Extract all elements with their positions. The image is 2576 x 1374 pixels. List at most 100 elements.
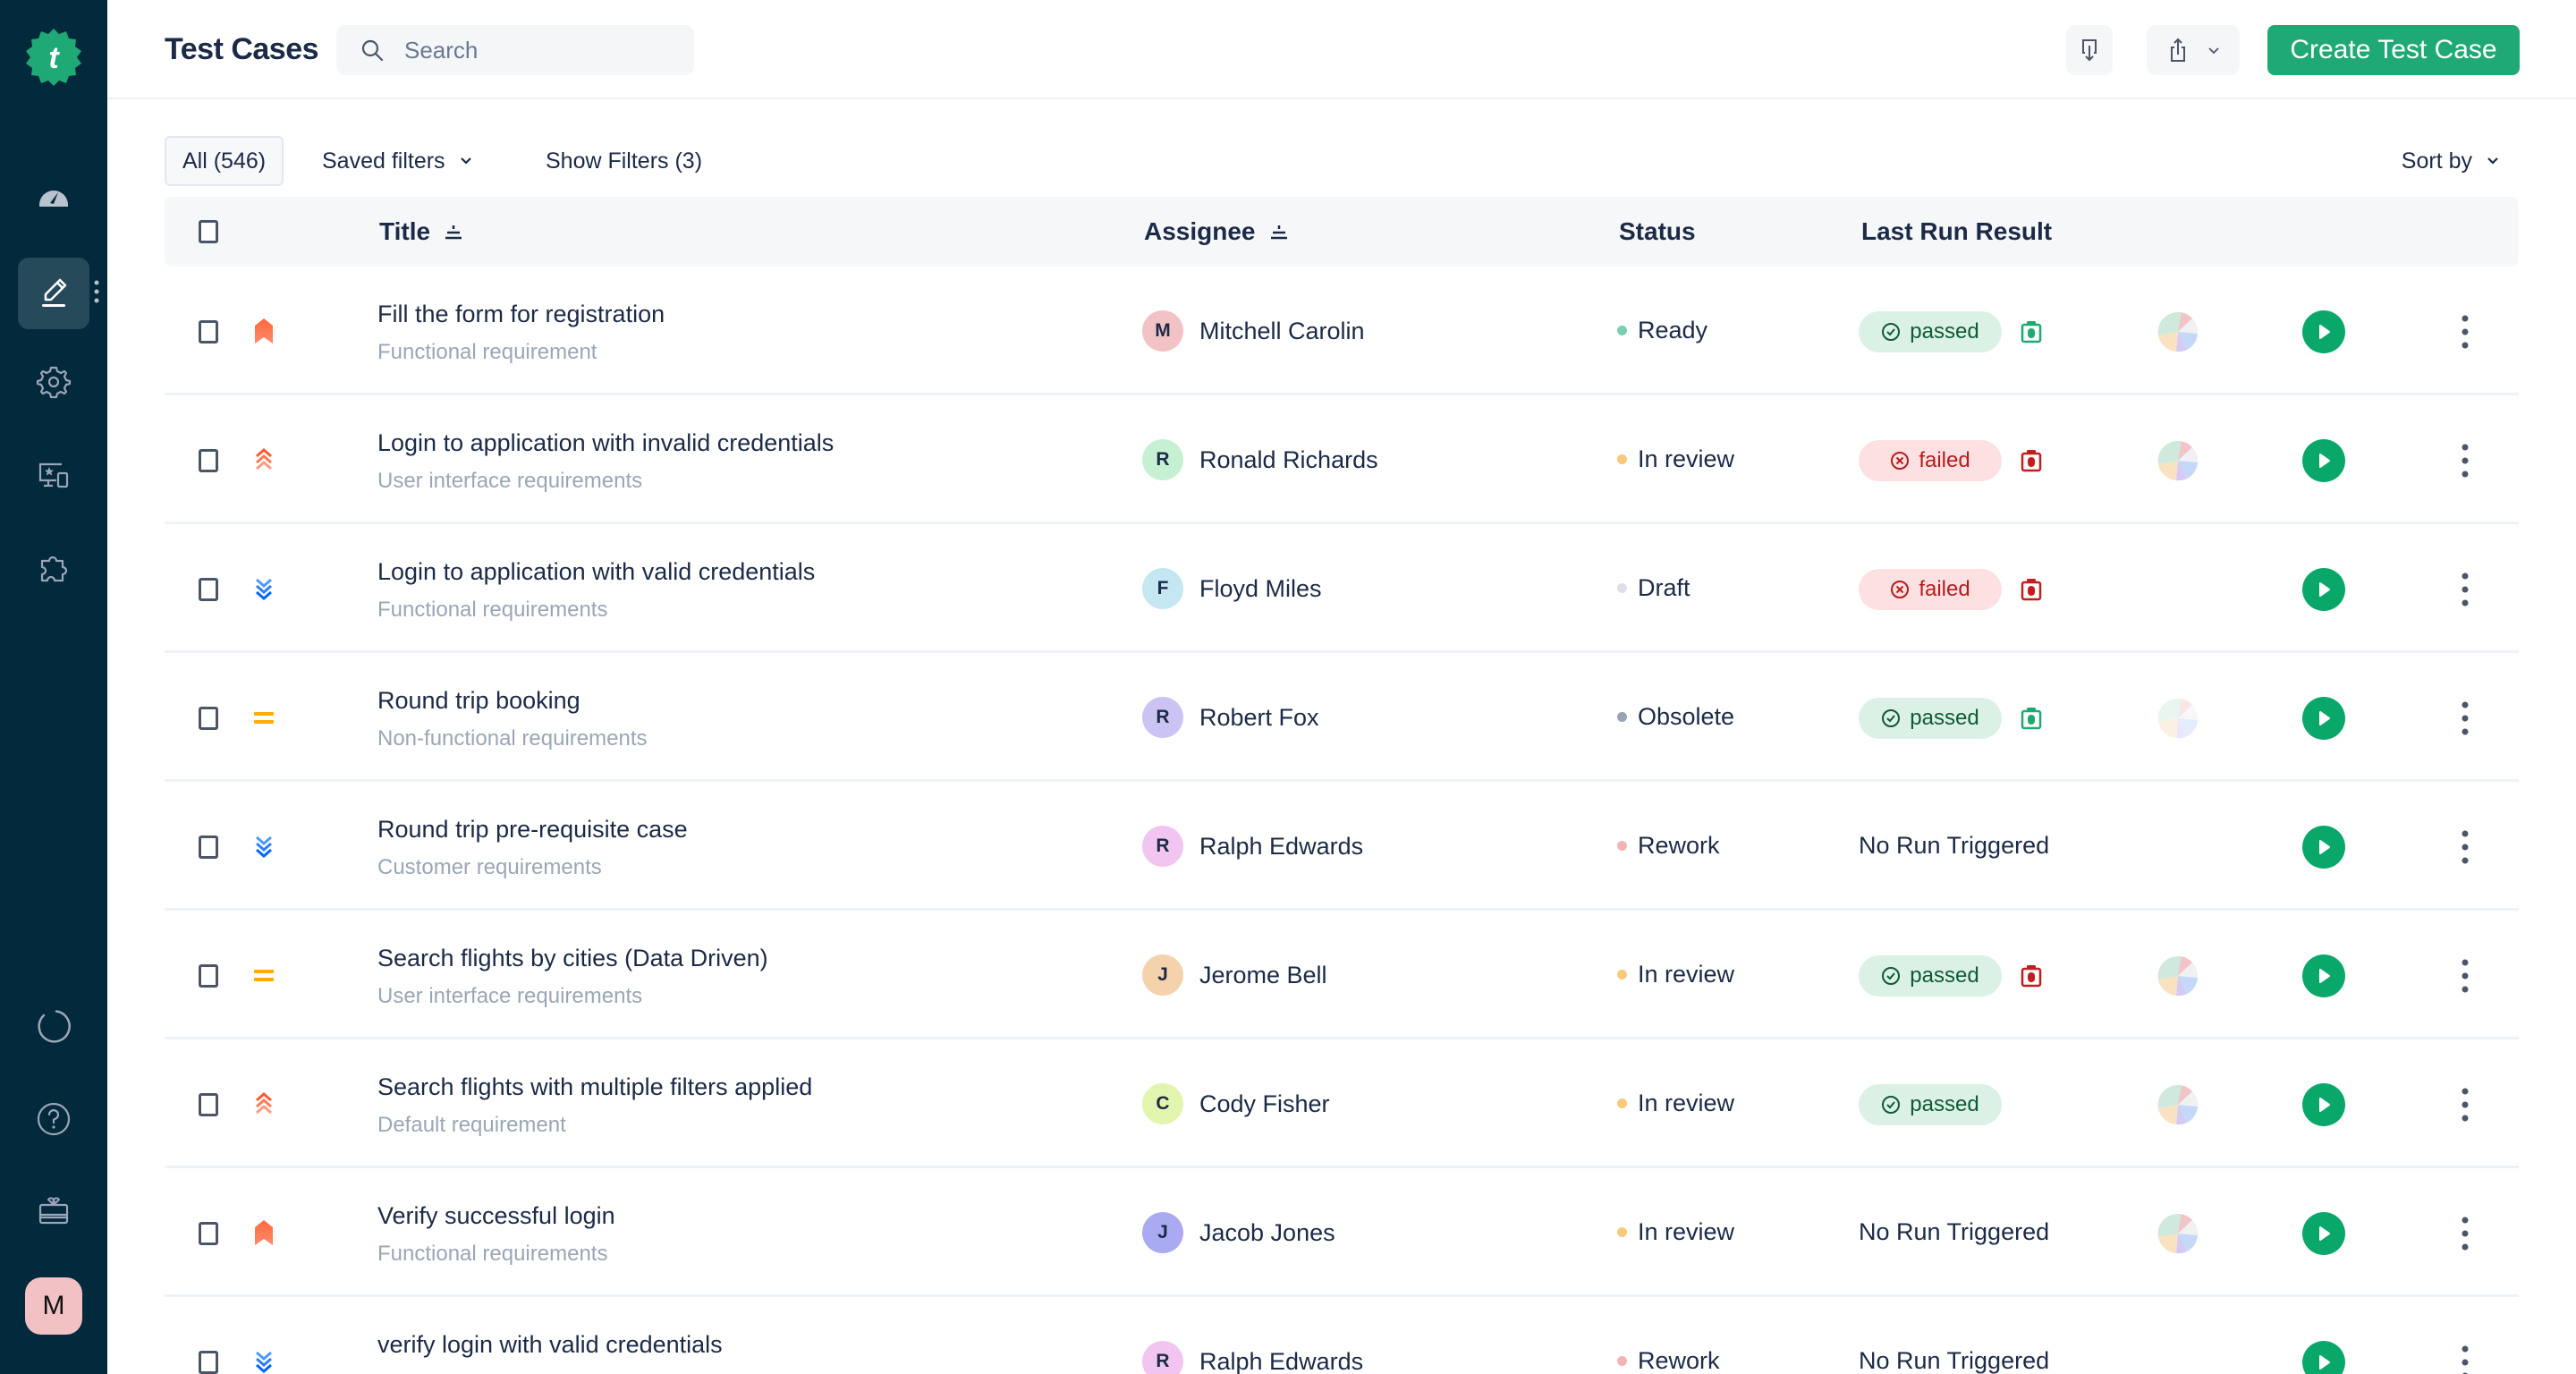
more-options-icon[interactable]: [2460, 1344, 2470, 1374]
test-case-title[interactable]: Fill the form for registration: [377, 301, 665, 327]
result-passed-badge[interactable]: passed: [1859, 311, 2002, 352]
puzzle-icon: [40, 556, 68, 582]
table-row[interactable]: Round trip pre-requisite case Customer r…: [165, 782, 2519, 911]
table-row[interactable]: Fill the form for registration Functiona…: [165, 267, 2519, 395]
column-title[interactable]: Title: [379, 197, 464, 267]
column-last-run-result[interactable]: Last Run Result: [1861, 217, 2053, 245]
more-options-icon[interactable]: [2460, 313, 2470, 351]
row-checkbox[interactable]: [199, 1222, 218, 1245]
result-passed-badge[interactable]: passed: [1859, 698, 2002, 739]
more-options-icon[interactable]: [2460, 700, 2470, 737]
column-assignee[interactable]: Assignee: [1144, 197, 1290, 267]
test-case-title[interactable]: Verify successful login: [377, 1202, 615, 1229]
requirement-label: Non-functional requirements: [377, 726, 648, 751]
result-passed-badge[interactable]: passed: [1859, 1084, 2002, 1125]
show-filters-button[interactable]: Show Filters (3): [546, 148, 703, 174]
test-case-title[interactable]: Login to application with invalid creden…: [377, 429, 835, 456]
create-test-case-button[interactable]: Create Test Case: [2267, 25, 2520, 75]
table-row[interactable]: Search flights by cities (Data Driven) U…: [165, 911, 2519, 1039]
import-button[interactable]: [2066, 25, 2113, 75]
row-checkbox[interactable]: [199, 578, 218, 601]
table-row[interactable]: Round trip booking Non-functional requir…: [165, 653, 2519, 782]
sidebar-item-progress[interactable]: [18, 990, 89, 1062]
row-checkbox[interactable]: [199, 1351, 218, 1374]
result-failed-badge[interactable]: failed: [1859, 569, 2002, 610]
run-button[interactable]: [2302, 310, 2345, 353]
assignee: R Ronald Richards: [1142, 439, 1378, 480]
table-row[interactable]: verify login with valid credentials R Ra…: [165, 1297, 2519, 1374]
drag-handle-icon[interactable]: [93, 279, 100, 304]
screenshot-icon[interactable]: [2020, 319, 2043, 344]
run-button[interactable]: [2302, 954, 2345, 997]
row-checkbox[interactable]: [199, 835, 218, 859]
run-button[interactable]: [2302, 568, 2345, 611]
test-case-title[interactable]: Login to application with valid credenti…: [377, 558, 816, 585]
run-history-pie-icon[interactable]: [2157, 954, 2199, 997]
run-button[interactable]: [2302, 826, 2345, 869]
search-input[interactable]: [404, 36, 673, 64]
row-checkbox[interactable]: [199, 964, 218, 988]
row-checkbox[interactable]: [199, 707, 218, 730]
loading-circle-icon: [38, 1010, 71, 1043]
priority-high-icon: [256, 1092, 272, 1115]
all-filter-chip[interactable]: All (546): [165, 136, 284, 186]
more-options-icon[interactable]: [2460, 1215, 2470, 1252]
run-button[interactable]: [2302, 439, 2345, 482]
row-checkbox[interactable]: [199, 320, 218, 344]
sidebar-item-devices[interactable]: [18, 438, 89, 510]
sidebar-item-test-cases[interactable]: [18, 258, 89, 329]
import-icon: [2082, 39, 2097, 62]
run-history-pie-icon[interactable]: [2157, 310, 2199, 353]
run-button[interactable]: [2302, 1083, 2345, 1126]
table-row[interactable]: Search flights with multiple filters app…: [165, 1039, 2519, 1168]
run-history-pie-icon[interactable]: [2157, 1212, 2199, 1255]
test-case-title[interactable]: Round trip booking: [377, 687, 580, 714]
user-avatar[interactable]: M: [25, 1277, 82, 1335]
sidebar-item-dashboard[interactable]: [18, 161, 89, 233]
select-all-checkbox[interactable]: [199, 220, 218, 243]
screenshot-icon[interactable]: [2020, 448, 2043, 473]
run-button[interactable]: [2302, 1212, 2345, 1255]
sort-by-dropdown[interactable]: Sort by: [2402, 136, 2501, 186]
row-checkbox[interactable]: [199, 1093, 218, 1116]
test-cases-table: Title Assignee Status Last Run Result Fi…: [165, 197, 2519, 1374]
more-options-icon[interactable]: [2460, 442, 2470, 479]
chevron-down-icon: [2208, 47, 2219, 55]
run-button[interactable]: [2302, 697, 2345, 740]
screenshot-icon[interactable]: [2020, 577, 2043, 602]
run-history-pie-icon[interactable]: [2157, 439, 2199, 482]
test-case-title[interactable]: verify login with valid credentials: [377, 1331, 723, 1358]
chevron-down-icon: [460, 157, 471, 165]
run-history-pie-icon[interactable]: [2157, 697, 2199, 740]
saved-filters-dropdown[interactable]: Saved filters: [322, 136, 474, 186]
sidebar-item-help[interactable]: [18, 1083, 89, 1155]
column-status[interactable]: Status: [1619, 217, 1696, 245]
test-case-title[interactable]: Search flights with multiple filters app…: [377, 1073, 813, 1100]
more-options-icon[interactable]: [2460, 571, 2470, 608]
chevron-down-icon: [2487, 157, 2498, 165]
run-button[interactable]: [2302, 1341, 2345, 1374]
test-case-title[interactable]: Search flights by cities (Data Driven): [377, 945, 768, 971]
sidebar-item-gifts[interactable]: [18, 1175, 89, 1247]
result-failed-badge[interactable]: failed: [1859, 440, 2002, 481]
result-passed-badge[interactable]: passed: [1859, 955, 2002, 997]
logo-gear-icon: t: [26, 29, 81, 86]
run-history-pie-icon[interactable]: [2157, 1083, 2199, 1126]
export-button[interactable]: [2147, 25, 2240, 75]
more-options-icon[interactable]: [2460, 828, 2470, 866]
app-logo[interactable]: t: [23, 27, 84, 88]
more-options-icon[interactable]: [2460, 1086, 2470, 1124]
test-case-title[interactable]: Round trip pre-requisite case: [377, 816, 688, 843]
table-row[interactable]: Login to application with valid credenti…: [165, 524, 2519, 653]
table-row[interactable]: Verify successful login Functional requi…: [165, 1168, 2519, 1297]
screenshot-icon[interactable]: [2020, 706, 2043, 731]
sidebar-item-settings[interactable]: [18, 346, 89, 418]
table-row[interactable]: Login to application with invalid creden…: [165, 395, 2519, 524]
more-options-icon[interactable]: [2460, 957, 2470, 995]
sidebar-item-integrations[interactable]: [18, 533, 89, 605]
row-checkbox[interactable]: [199, 449, 218, 472]
search-box[interactable]: [336, 25, 694, 75]
assignee: R Ralph Edwards: [1142, 1341, 1363, 1374]
assignee: F Floyd Miles: [1142, 568, 1322, 609]
screenshot-icon[interactable]: [2020, 963, 2043, 988]
